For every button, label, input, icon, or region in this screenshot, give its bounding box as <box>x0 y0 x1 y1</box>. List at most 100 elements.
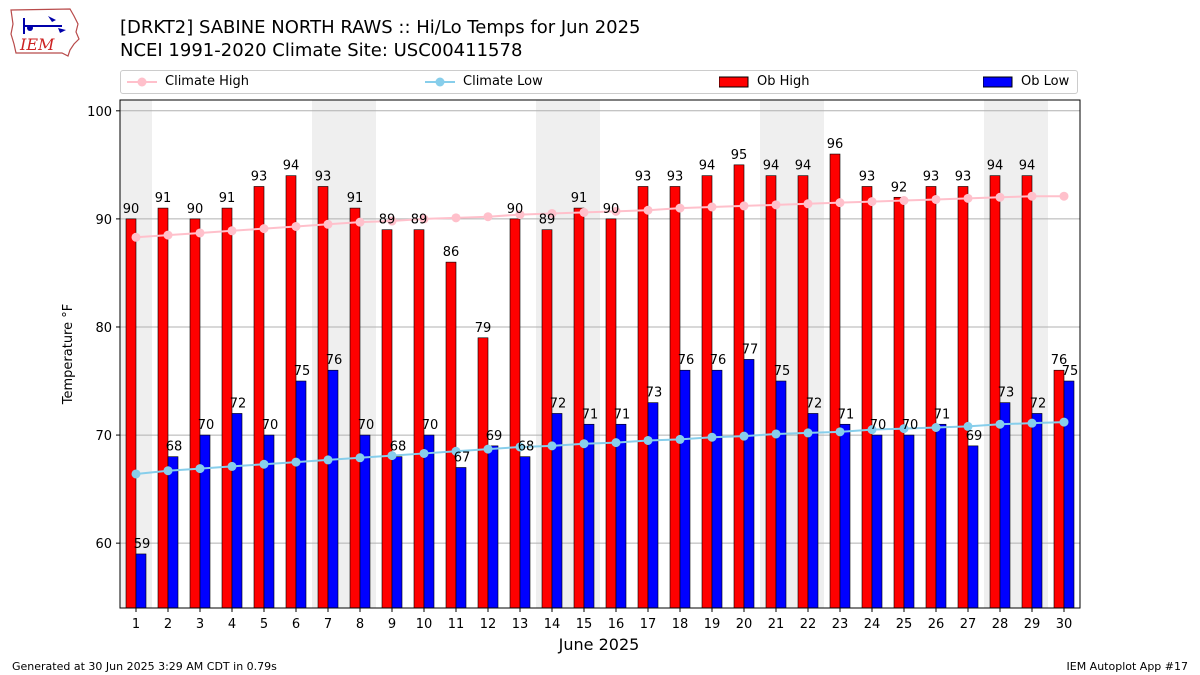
ob-high-value-label: 94 <box>1019 159 1036 174</box>
ob-high-bar <box>541 229 553 609</box>
ob-low-bar <box>647 402 659 609</box>
climate-high-point <box>963 193 973 203</box>
climate-low-point <box>675 434 685 444</box>
climate-low-point <box>803 428 813 438</box>
ob-low-value-label: 75 <box>774 364 791 379</box>
x-tick-label: 4 <box>228 617 236 632</box>
x-tick-label: 3 <box>196 617 204 632</box>
climate-low-point <box>483 444 493 454</box>
climate-low-point <box>355 453 365 463</box>
ob-low-bar <box>391 456 403 609</box>
ob-low-value-label: 70 <box>358 418 375 433</box>
ob-high-value-label: 94 <box>763 159 780 174</box>
legend-label-climate-high: Climate High <box>165 74 250 89</box>
ob-high-value-label: 93 <box>635 169 652 184</box>
chart-subtitle: NCEI 1991-2020 Climate Site: USC00411578 <box>120 40 523 61</box>
climate-low-point <box>451 446 461 456</box>
y-tick-label: 90 <box>95 213 112 228</box>
ob-low-value-label: 59 <box>134 537 151 552</box>
x-tick-label: 27 <box>960 617 977 632</box>
legend-item-climate-low: Climate Low <box>425 74 543 89</box>
ob-high-value-label: 89 <box>379 213 396 228</box>
ob-high-value-label: 94 <box>795 159 812 174</box>
climate-high-point <box>1027 191 1037 201</box>
ob-low-value-label: 76 <box>678 353 695 368</box>
x-tick-label: 30 <box>1056 617 1073 632</box>
x-tick-label: 28 <box>992 617 1009 632</box>
ob-high-value-label: 86 <box>443 245 460 260</box>
ob-high-bar <box>157 207 169 609</box>
x-tick-label: 12 <box>480 617 497 632</box>
ob-low-value-label: 72 <box>550 396 567 411</box>
climate-low-point <box>867 425 877 435</box>
legend-item-ob-high: Ob High <box>719 74 810 89</box>
ob-low-value-label: 70 <box>422 418 439 433</box>
climate-low-point <box>323 455 333 465</box>
ob-high-value-label: 89 <box>539 213 556 228</box>
x-axis-label: June 2025 <box>558 635 640 654</box>
x-tick-label: 8 <box>356 617 364 632</box>
climate-low-point <box>1027 418 1037 428</box>
footer-app: IEM Autoplot App #17 <box>1066 660 1189 673</box>
ob-high-bar <box>701 175 713 609</box>
legend-label-ob-low: Ob Low <box>1021 74 1070 89</box>
climate-low-point <box>995 419 1005 429</box>
climate-high-point <box>611 206 621 216</box>
chart-title: [DRKT2] SABINE NORTH RAWS :: Hi/Lo Temps… <box>120 17 641 38</box>
ob-high-value-label: 90 <box>187 202 204 217</box>
ob-high-bar <box>381 229 393 609</box>
ob-high-bar <box>669 186 681 609</box>
ob-low-value-label: 67 <box>454 450 471 465</box>
x-tick-label: 16 <box>608 617 625 632</box>
x-tick-label: 5 <box>260 617 268 632</box>
legend: Climate High Climate Low Ob High Ob Low <box>120 70 1078 94</box>
legend-label-climate-low: Climate Low <box>463 74 543 89</box>
ob-low-bar <box>519 456 531 609</box>
climate-low-point <box>611 438 621 448</box>
climate-high-point <box>675 203 685 213</box>
x-tick-label: 2 <box>164 617 172 632</box>
ob-low-value-label: 72 <box>1030 396 1047 411</box>
climate-low-point <box>835 427 845 437</box>
ob-high-value-label: 93 <box>667 169 684 184</box>
climate-low-point <box>291 457 301 467</box>
climate-high-point <box>451 213 461 223</box>
ob-low-value-label: 72 <box>806 396 823 411</box>
climate-high-point <box>803 199 813 209</box>
legend-label-ob-high: Ob High <box>757 74 810 89</box>
ob-low-value-label: 71 <box>934 407 951 422</box>
climate-high-point <box>931 194 941 204</box>
climate-high-point <box>227 226 237 236</box>
ob-low-bar <box>167 456 179 609</box>
ob-low-bar <box>903 434 915 609</box>
legend-item-ob-low: Ob Low <box>983 74 1069 89</box>
ob-high-value-label: 92 <box>891 180 908 195</box>
ob-high-bar <box>317 186 329 609</box>
climate-low-point <box>547 441 557 451</box>
ob-low-bar <box>967 445 979 609</box>
ob-low-bar <box>775 380 787 609</box>
x-tick-label: 17 <box>640 617 657 632</box>
x-tick-label: 19 <box>704 617 721 632</box>
climate-low-point <box>131 469 141 479</box>
ob-high-bar <box>893 196 905 609</box>
x-tick-label: 21 <box>768 617 785 632</box>
ob-high-bar <box>445 261 457 609</box>
ob-high-value-label: 90 <box>507 202 524 217</box>
climate-low-point <box>707 432 717 442</box>
x-tick-label: 6 <box>292 617 300 632</box>
ob-low-value-label: 70 <box>262 418 279 433</box>
ob-high-bar <box>829 153 841 609</box>
footer-generated: Generated at 30 Jun 2025 3:29 AM CDT in … <box>12 660 277 673</box>
climate-low-point <box>899 424 909 434</box>
x-tick-label: 25 <box>896 617 913 632</box>
ob-high-swatch <box>719 76 749 87</box>
x-tick-label: 9 <box>388 617 396 632</box>
ob-low-bar <box>583 423 595 609</box>
ob-low-bar <box>135 553 147 609</box>
climate-high-point <box>419 214 429 224</box>
ob-low-value-label: 69 <box>966 429 983 444</box>
ob-high-value-label: 90 <box>603 202 620 217</box>
ob-high-bar <box>285 175 297 609</box>
